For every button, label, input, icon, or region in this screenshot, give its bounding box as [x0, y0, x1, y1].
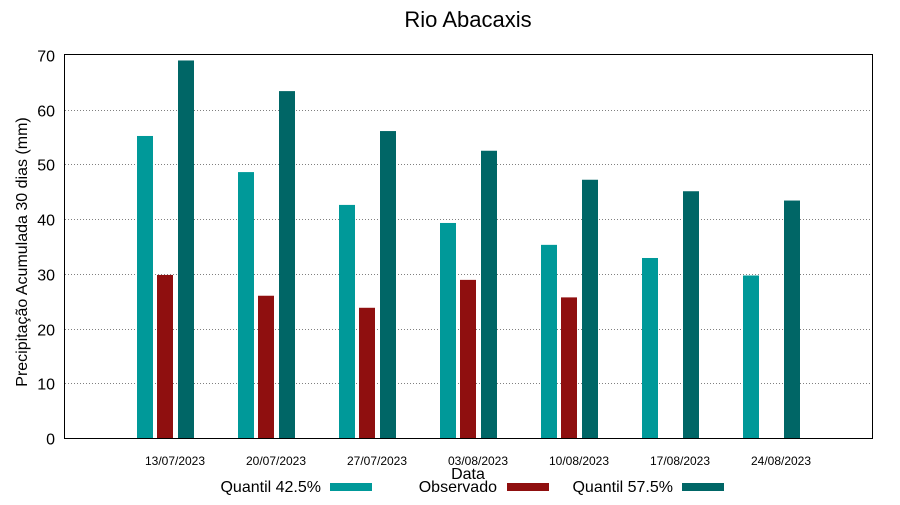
y-tick-label: 10 — [37, 377, 55, 394]
bar — [359, 307, 375, 438]
legend-label: Observado — [419, 479, 497, 496]
y-tick-label: 70 — [37, 49, 55, 66]
bar — [178, 60, 194, 438]
y-axis-label: Precipitação Acumulada 30 dias (mm) — [14, 117, 31, 386]
bar — [137, 135, 153, 438]
bar — [561, 297, 577, 438]
y-tick-label: 40 — [37, 213, 55, 230]
legend-label: Quantil 42.5% — [220, 479, 321, 496]
y-tick-label: 0 — [46, 432, 55, 449]
legend-swatch — [682, 483, 724, 491]
legend-swatch — [507, 483, 549, 491]
y-tick-label: 60 — [37, 104, 55, 121]
bar — [440, 222, 456, 438]
bar — [481, 150, 497, 438]
bar — [743, 275, 759, 438]
x-tick-label: 10/08/2023 — [549, 454, 609, 468]
x-axis-ticks: 13/07/2023 20/07/2023 27/07/2023 03/08/2023… — [145, 454, 811, 468]
y-axis-ticks: 0 10 20 30 40 50 60 70 — [37, 49, 55, 449]
x-tick-label: 24/08/2023 — [751, 454, 811, 468]
x-tick-label: 20/07/2023 — [246, 454, 306, 468]
plot-frame — [64, 54, 873, 439]
x-tick-label: 13/07/2023 — [145, 454, 205, 468]
x-axis-label: Data — [451, 466, 485, 483]
y-tick-label: 20 — [37, 323, 55, 340]
chart-title: Rio Abacaxis — [404, 7, 531, 32]
bars-layer — [137, 60, 800, 439]
x-tick-label: 03/08/2023 — [448, 454, 508, 468]
bar — [157, 274, 173, 438]
y-tick-label: 30 — [37, 268, 55, 285]
y-tick-label: 50 — [37, 158, 55, 175]
x-tick-label: 17/08/2023 — [650, 454, 710, 468]
legend-label: Quantil 57.5% — [572, 479, 673, 496]
bar — [582, 179, 598, 438]
bar — [683, 191, 699, 438]
grid-layer — [65, 110, 872, 384]
bar — [541, 244, 557, 438]
bar — [258, 295, 274, 438]
bar — [238, 172, 254, 439]
legend-swatch — [330, 483, 372, 491]
bar — [784, 200, 800, 438]
bar — [642, 257, 658, 438]
bar — [339, 204, 355, 438]
bar — [380, 131, 396, 438]
bar — [460, 279, 476, 438]
x-tick-label: 27/07/2023 — [347, 454, 407, 468]
legend: Quantil 42.5% Observado Quantil 57.5% — [220, 479, 724, 496]
bar — [279, 91, 295, 439]
